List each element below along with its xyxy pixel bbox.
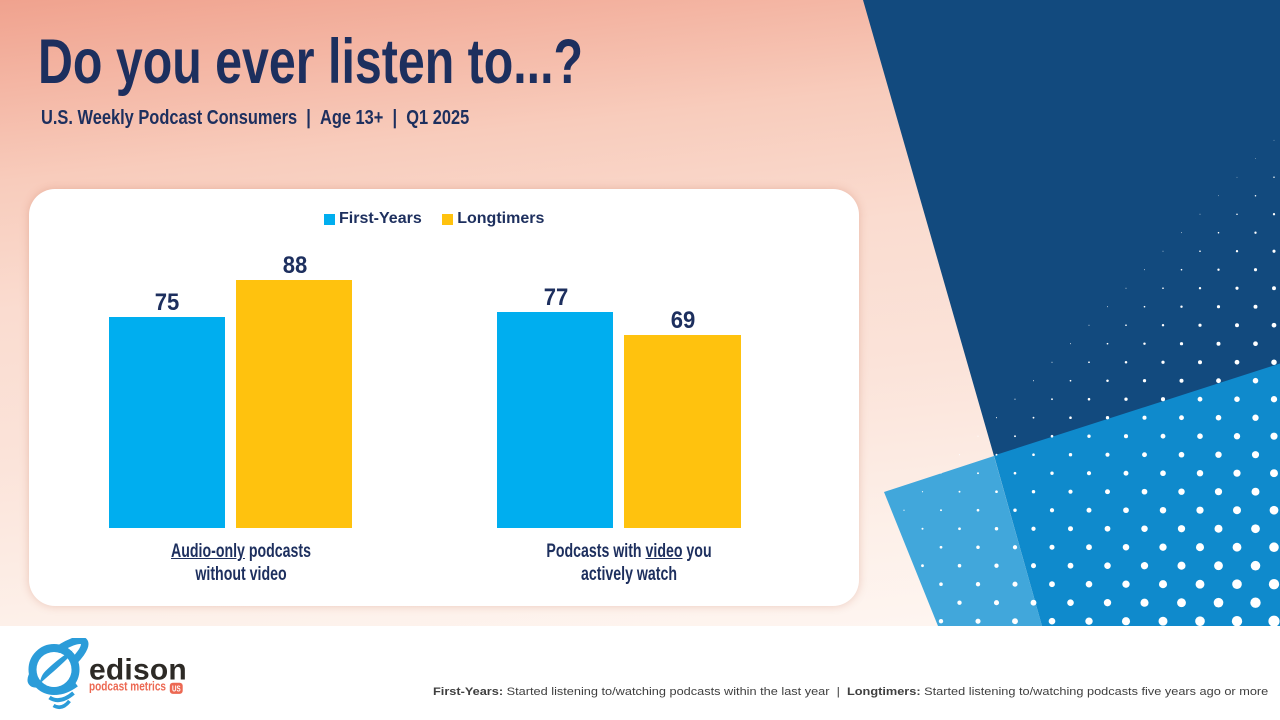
svg-text:podcast metrics: podcast metrics <box>89 679 166 694</box>
svg-text:edison: edison <box>89 653 187 686</box>
svg-text:US: US <box>172 684 181 694</box>
